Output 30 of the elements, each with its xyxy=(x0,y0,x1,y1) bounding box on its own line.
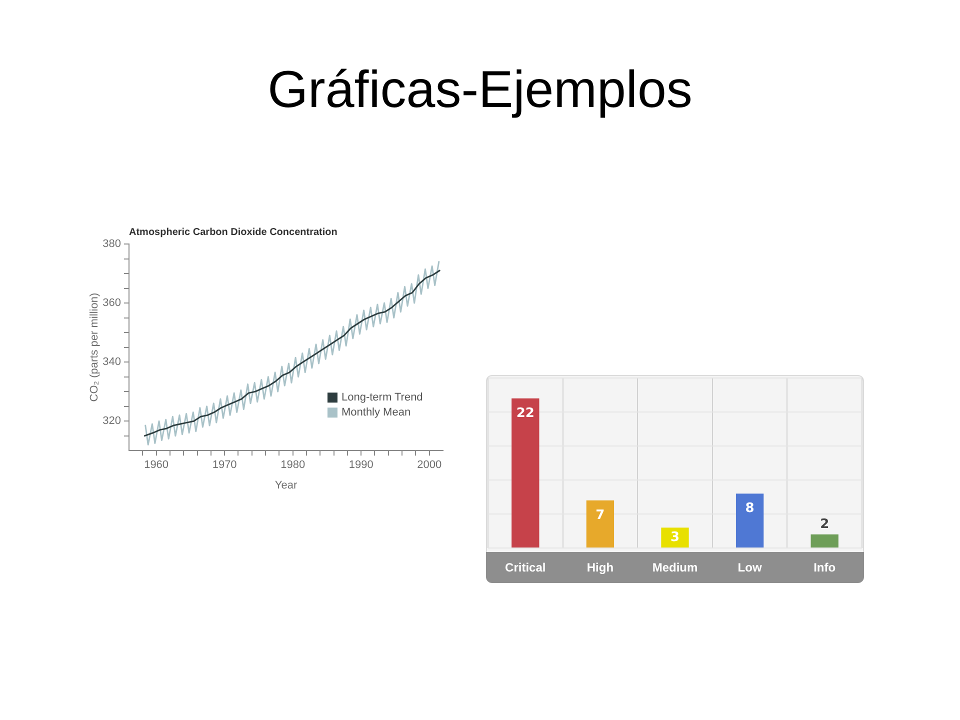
data-label: 2 xyxy=(820,516,830,532)
x-tick-label: Low xyxy=(738,560,762,575)
bar xyxy=(661,528,689,548)
x-tick-label: Medium xyxy=(652,560,698,575)
data-label: 8 xyxy=(745,500,754,516)
legend-label: Long-term Trend xyxy=(341,392,423,404)
bar xyxy=(586,500,614,548)
y-tick-label: 380 xyxy=(102,238,121,250)
x-tick-label: 1980 xyxy=(280,459,306,472)
x-tick-label: 1960 xyxy=(144,459,169,472)
y-tick-label: 360 xyxy=(102,297,121,310)
x-tick-label: 2000 xyxy=(417,459,442,472)
y-axis-title: CO₂ (parts per million) xyxy=(88,292,101,402)
x-tick-label: Info xyxy=(814,560,836,575)
bar xyxy=(736,494,764,548)
bar xyxy=(512,398,540,548)
text: Gráficas-Ejemplos xyxy=(268,61,692,119)
data-label: 22 xyxy=(516,406,534,421)
chart-title: Atmospheric Carbon Dioxide Concentration xyxy=(129,226,338,238)
y-tick-label: 320 xyxy=(102,415,121,428)
x-tick-label: 1990 xyxy=(348,459,374,472)
legend-label: Monthly Mean xyxy=(341,406,411,419)
data-label: 3 xyxy=(670,530,680,545)
data-label: 7 xyxy=(596,508,605,523)
bar xyxy=(810,534,838,548)
x-axis-title: Year xyxy=(274,479,298,492)
y-tick-label: 340 xyxy=(102,356,121,368)
x-tick-label: High xyxy=(586,560,614,575)
x-tick-label: Critical xyxy=(505,560,546,575)
x-tick-label: 1970 xyxy=(212,459,237,472)
